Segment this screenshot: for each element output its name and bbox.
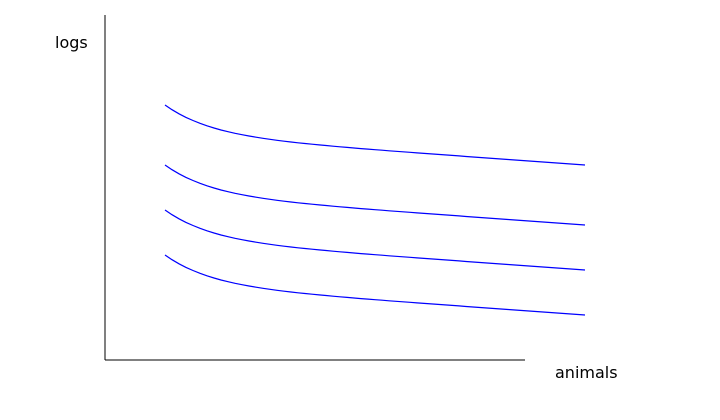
x-axis-label: animals [555,363,618,382]
series-group [164,104,586,316]
series-line-3 [164,209,586,271]
series-line-4 [164,254,586,316]
y-axis-label: logs [55,33,88,52]
series-line-1 [164,104,586,166]
series-line-2 [164,164,586,226]
